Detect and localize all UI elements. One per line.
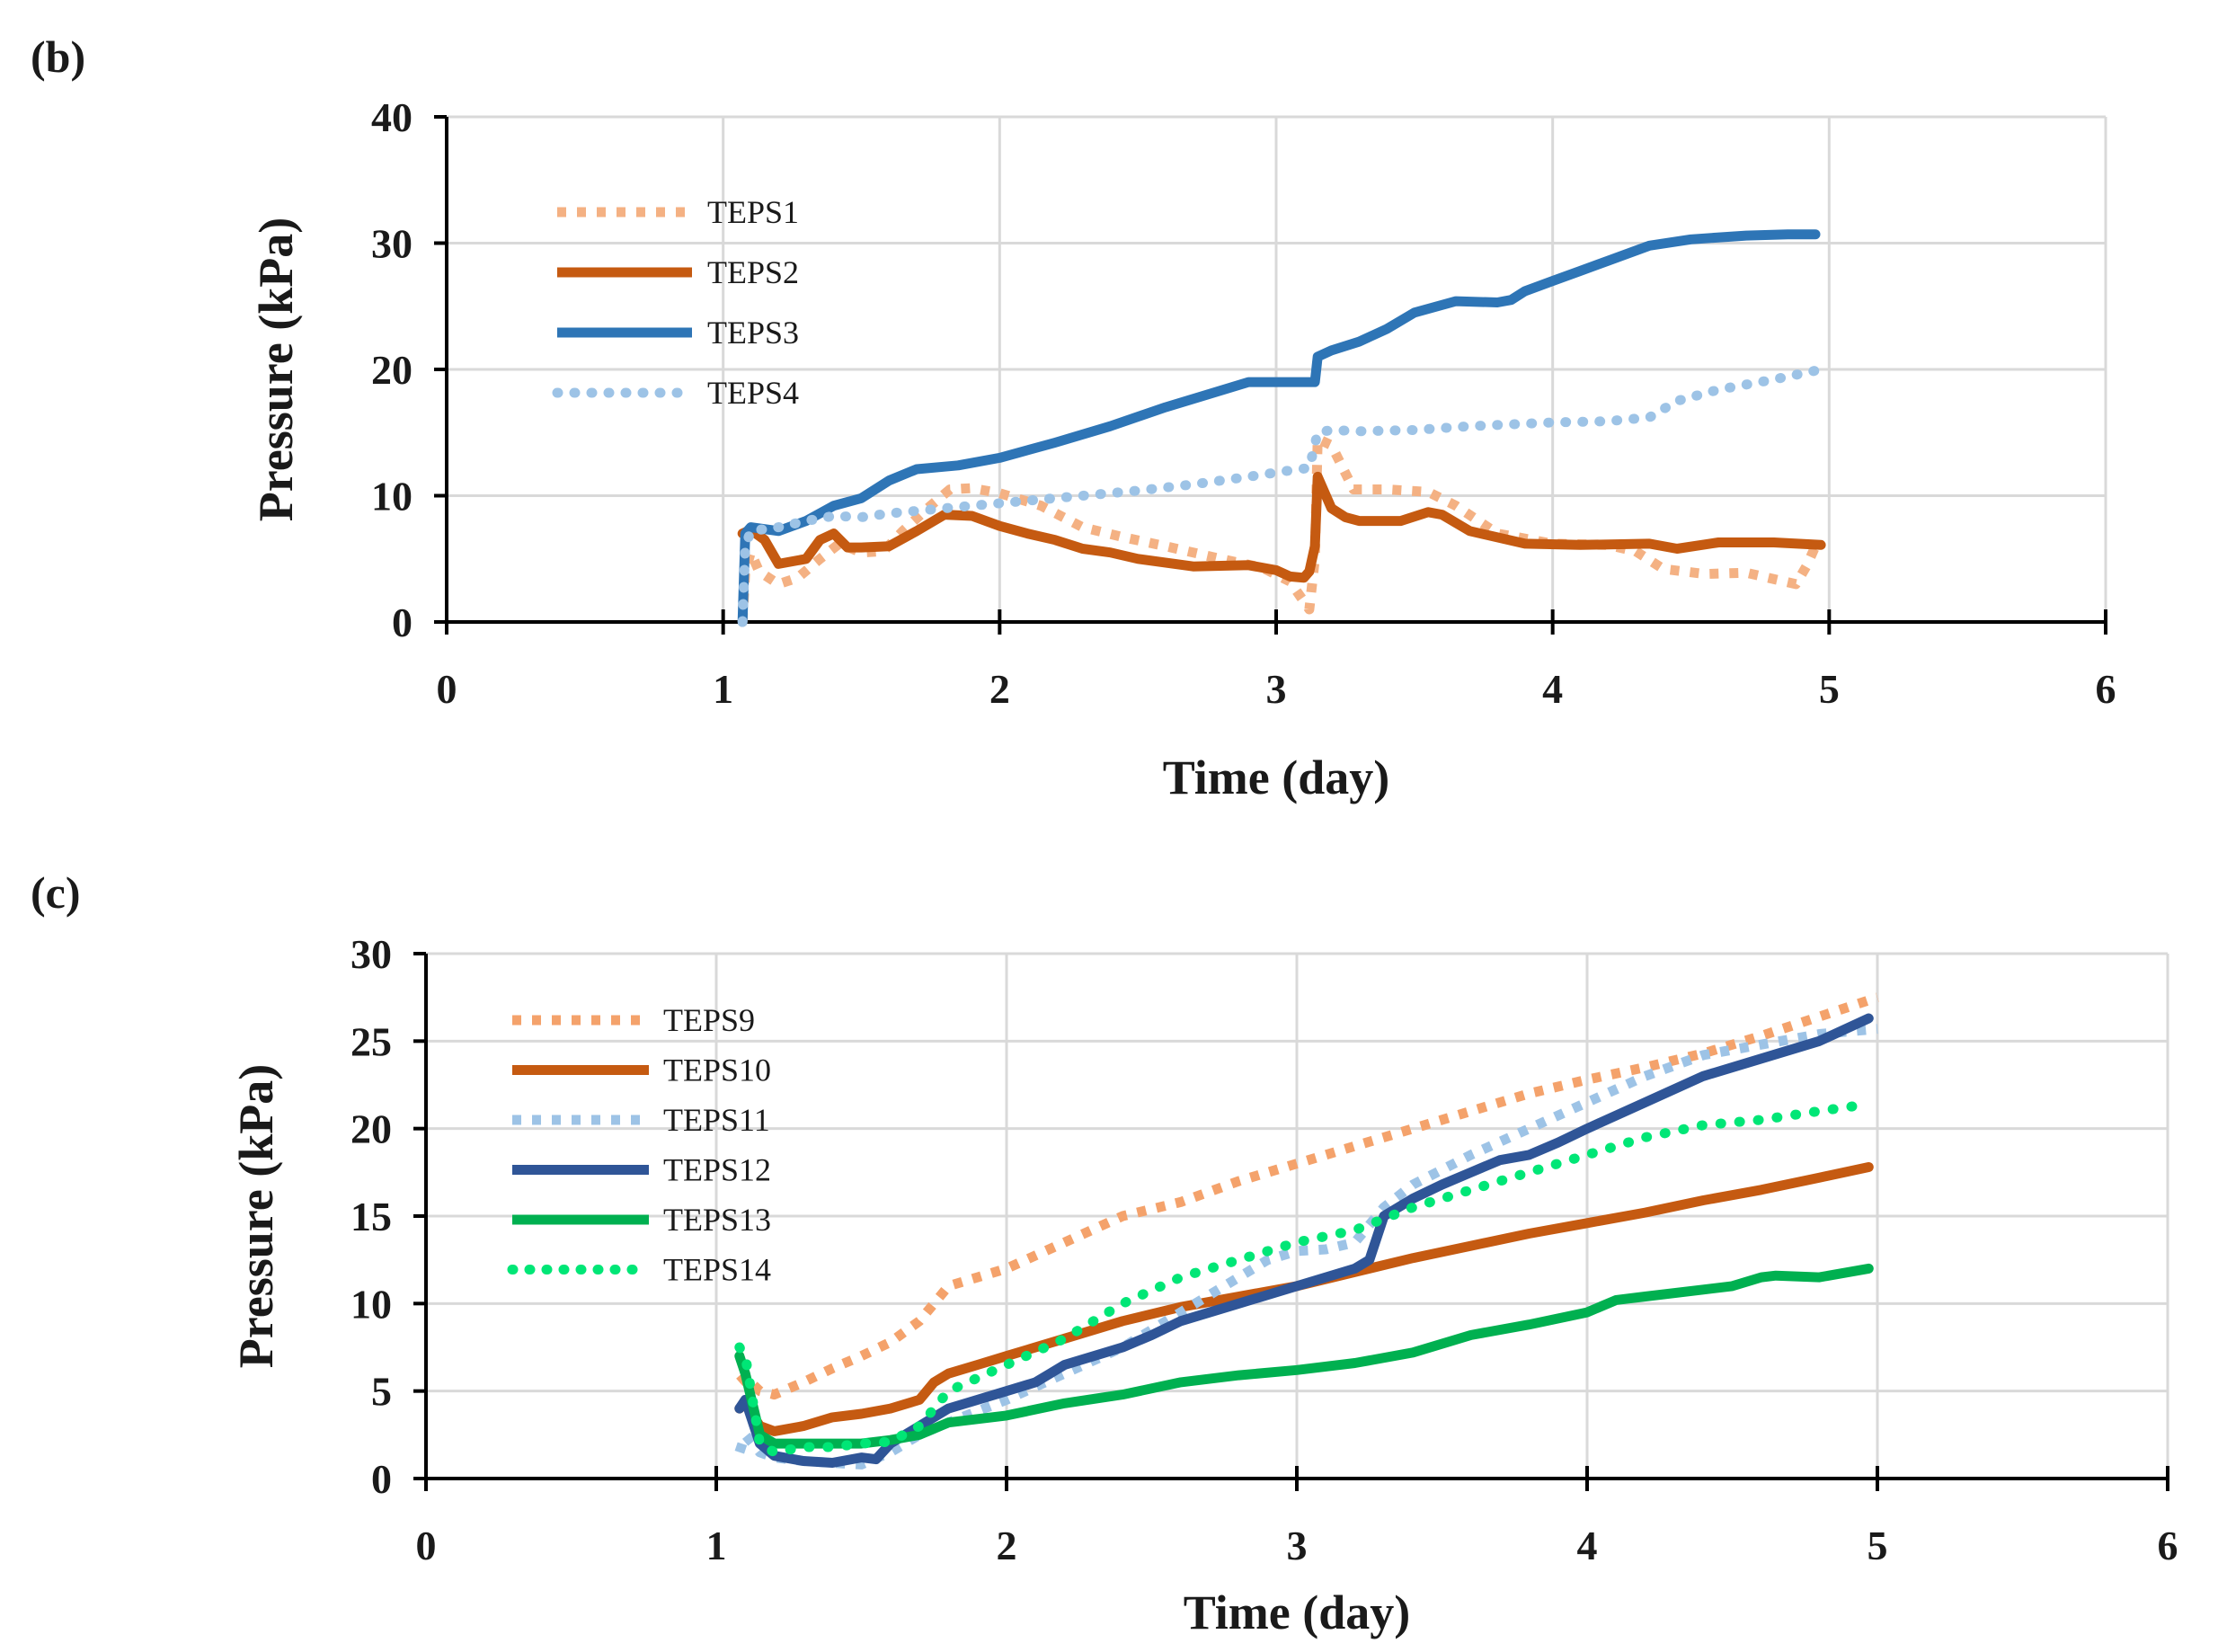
- x-tick-label: 6: [2158, 1523, 2178, 1568]
- gridlines: [447, 115, 2107, 622]
- x-tick-label: 2: [997, 1523, 1017, 1568]
- x-axis-title: Time (day): [1184, 1585, 1411, 1639]
- y-tick-label: 10: [350, 1281, 392, 1327]
- legend-label-teps3: TEPS3: [707, 315, 799, 351]
- legend: TEPS9 TEPS10 TEPS11 TEPS12 TEPS13 TEPS14: [507, 1002, 771, 1288]
- panel-label: (c): [31, 867, 81, 918]
- series-line-teps14: [734, 1098, 1874, 1458]
- y-tick-label: 0: [371, 1456, 392, 1502]
- series-line-teps4: [737, 365, 1821, 627]
- x-tick-label: 2: [989, 666, 1010, 712]
- gridlines: [426, 952, 2169, 1479]
- panel-label: (b): [31, 31, 85, 82]
- legend-label-teps2: TEPS2: [707, 254, 799, 290]
- series-line-teps1: [737, 433, 1821, 623]
- y-axis-title: Pressure (kPa): [229, 1064, 283, 1368]
- x-tick-label: 1: [713, 666, 733, 712]
- legend-label-teps10: TEPS10: [663, 1052, 771, 1088]
- x-tick-label: 3: [1266, 666, 1287, 712]
- x-tick-label: 4: [1577, 1523, 1598, 1568]
- series-line-teps12: [734, 1013, 1874, 1468]
- x-tick-label: 3: [1287, 1523, 1308, 1568]
- x-tick-label: 0: [437, 666, 457, 712]
- y-axis-title: Pressure (kPa): [249, 218, 303, 521]
- y-tick-label: 25: [350, 1018, 392, 1064]
- y-tick-label: 20: [350, 1106, 392, 1152]
- legend-label-teps13: TEPS13: [663, 1202, 771, 1238]
- legend-label-teps12: TEPS12: [663, 1152, 771, 1188]
- x-tick-label: 6: [2096, 666, 2116, 712]
- chart-panel-c: (c) 0 1 2 3 4 5 6 0 5 10 15 20 25 30 Time (day) Pressure…: [31, 867, 2178, 1639]
- x-tick-label: 1: [706, 1523, 727, 1568]
- legend-label-teps14: TEPS14: [663, 1252, 771, 1288]
- x-tick-label: 5: [1819, 666, 1840, 712]
- series-line-teps9: [736, 992, 1879, 1400]
- x-tick-label: 5: [1868, 1523, 1888, 1568]
- legend-label-teps9: TEPS9: [663, 1002, 755, 1038]
- y-tick-label: 15: [350, 1194, 392, 1239]
- y-tick-label: 40: [371, 94, 413, 140]
- series-line-teps3: [737, 229, 1821, 627]
- legend-label-teps11: TEPS11: [663, 1102, 770, 1138]
- legend: TEPS1 TEPS2 TEPS3 TEPS4: [552, 194, 799, 411]
- series-line-teps2: [737, 471, 1826, 583]
- series-line-teps13: [734, 1263, 1874, 1449]
- series-line-teps10: [734, 1162, 1874, 1436]
- chart-panel-b: (b) 0 1 2 3 4 5 6 0 10 20 30 40 Time (day) Pressure (k…: [31, 31, 2116, 804]
- x-axis-title: Time (day): [1163, 751, 1390, 804]
- y-tick-label: 30: [371, 221, 413, 267]
- y-tick-label: 20: [371, 347, 413, 393]
- x-tick-label: 0: [416, 1523, 437, 1568]
- y-tick-label: 30: [350, 931, 392, 977]
- legend-label-teps1: TEPS1: [707, 194, 799, 230]
- legend-label-teps4: TEPS4: [707, 375, 799, 411]
- y-tick-label: 5: [371, 1369, 392, 1415]
- y-tick-label: 10: [371, 474, 413, 520]
- y-tick-label: 0: [392, 600, 413, 645]
- x-tick-label: 4: [1542, 666, 1563, 712]
